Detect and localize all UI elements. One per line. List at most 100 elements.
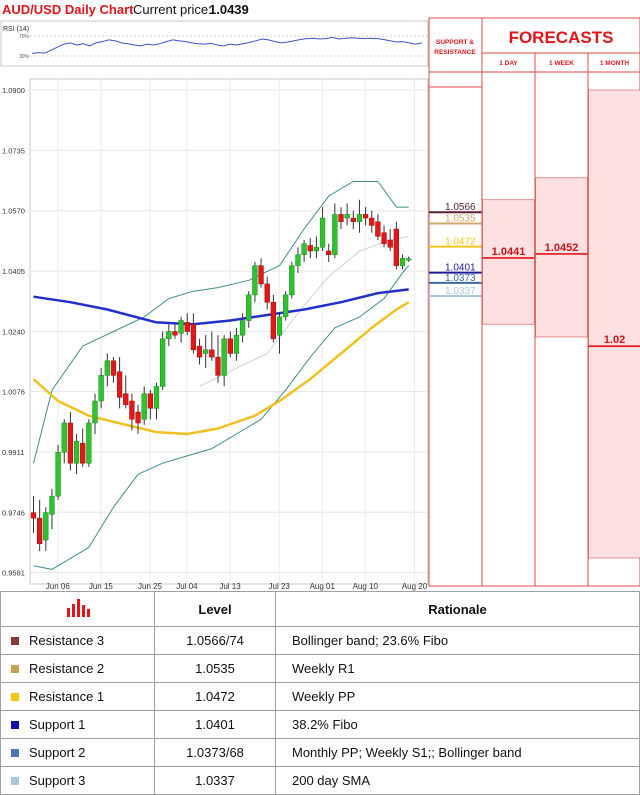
candle-up: [56, 452, 61, 496]
candle-down: [148, 394, 153, 409]
level-name: Support 3: [29, 773, 85, 788]
candle-down: [173, 332, 178, 336]
level-name-cell: Support 1: [1, 711, 155, 739]
candle-down: [80, 443, 85, 463]
x-tick-label: Jul 23: [269, 582, 291, 591]
forecast-range-box: [483, 200, 535, 324]
candle-up: [142, 394, 147, 420]
candle-up: [332, 214, 337, 254]
candle-up: [289, 266, 294, 295]
candle-down: [117, 372, 122, 398]
level-color-swatch: [11, 749, 19, 757]
level-rationale: 200 day SMA: [276, 767, 640, 795]
candle-down: [197, 346, 202, 357]
level-rationale: Monthly PP; Weekly S1;; Bollinger band: [276, 739, 640, 767]
candle-up: [400, 258, 405, 265]
price-value: 1.0439: [209, 2, 249, 17]
sr-level-label: 1.0566: [445, 202, 476, 213]
candle-up: [345, 214, 350, 218]
y-tick-label: 0.9581: [2, 569, 25, 578]
level-color-swatch: [11, 693, 19, 701]
level-rationale: Bollinger band; 23.6% Fibo: [276, 627, 640, 655]
candle-down: [191, 324, 196, 350]
level-color-swatch: [11, 777, 19, 785]
candle-up: [50, 496, 55, 514]
candle-down: [259, 266, 264, 284]
sr-level-label: 1.0472: [445, 237, 476, 248]
forecast-col-header: 1 DAY: [499, 60, 518, 67]
y-tick-label: 1.0240: [2, 328, 25, 337]
level-color-swatch: [11, 637, 19, 645]
level-name: Support 2: [29, 745, 85, 760]
candle-down: [369, 218, 374, 225]
x-tick-label: Jun 06: [46, 582, 71, 591]
level-value: 1.0373/68: [155, 739, 276, 767]
candle-down: [265, 284, 270, 302]
forecast-value: 1.0441: [492, 246, 526, 258]
forecast-range-box: [589, 90, 640, 558]
candle-down: [216, 357, 221, 375]
rsi-label: RSI (14): [3, 26, 29, 33]
sr-level-label: 1.0373: [445, 273, 476, 284]
forecast-value: 1.02: [604, 334, 625, 346]
candle-down: [376, 222, 381, 237]
y-tick-label: 1.0405: [2, 267, 25, 276]
level-column-header: Level: [155, 592, 276, 627]
y-axis: 1.09001.07351.05701.04051.02401.00760.99…: [2, 86, 25, 578]
sr-header-line2: RESISTANCE: [434, 49, 476, 56]
x-tick-label: Jul 04: [176, 582, 198, 591]
candle-down: [339, 214, 344, 221]
level-name-cell: Support 3: [1, 767, 155, 795]
level-name-cell: Resistance 3: [1, 627, 155, 655]
forecast-col-header: 1 MONTH: [600, 60, 630, 67]
candle-down: [382, 233, 387, 244]
rationale-column-header: Rationale: [276, 592, 640, 627]
candle-up: [240, 321, 245, 336]
candle-down: [37, 518, 42, 544]
candle-up: [203, 350, 208, 354]
candle-down: [308, 246, 313, 251]
level-name: Resistance 2: [29, 661, 104, 676]
candle-up: [43, 513, 48, 540]
candle-up: [296, 255, 301, 266]
level-value: 1.0535: [155, 655, 276, 683]
candle-up: [93, 401, 98, 423]
x-tick-label: Jul 13: [219, 582, 241, 591]
candle-up: [74, 441, 79, 463]
sr-panel: [429, 18, 482, 586]
candle-down: [228, 339, 233, 354]
y-tick-label: 0.9911: [2, 448, 24, 457]
level-name: Resistance 3: [29, 633, 104, 648]
forecast-range-box: [536, 178, 588, 337]
y-tick-label: 1.0570: [2, 207, 25, 216]
candle-down: [185, 322, 190, 331]
candle-down: [136, 412, 141, 423]
candle-up: [320, 218, 325, 247]
candle-up: [166, 332, 171, 339]
sr-level-label: 1.0535: [445, 214, 476, 225]
candle-up: [314, 247, 319, 251]
y-tick-label: 1.0735: [2, 146, 25, 155]
candle-up: [179, 321, 184, 334]
candle-up: [302, 244, 307, 255]
candle-up: [160, 339, 165, 387]
price-label: Current price:: [133, 2, 212, 17]
x-tick-label: Jun 25: [138, 582, 163, 591]
x-tick-label: Aug 20: [402, 582, 428, 591]
chart-title: AUD/USD Daily Chart: [2, 2, 134, 17]
candle-up: [283, 295, 288, 317]
level-rationale: Weekly R1: [276, 655, 640, 683]
candle-down: [388, 240, 393, 247]
candle-up: [222, 339, 227, 376]
candle-up: [277, 317, 282, 335]
level-value: 1.0472: [155, 683, 276, 711]
sr-header-line1: SUPPORT &: [436, 39, 474, 46]
candle-up: [246, 295, 251, 321]
level-value: 1.0566/74: [155, 627, 276, 655]
levels-table-header: Level Rationale: [1, 592, 640, 627]
